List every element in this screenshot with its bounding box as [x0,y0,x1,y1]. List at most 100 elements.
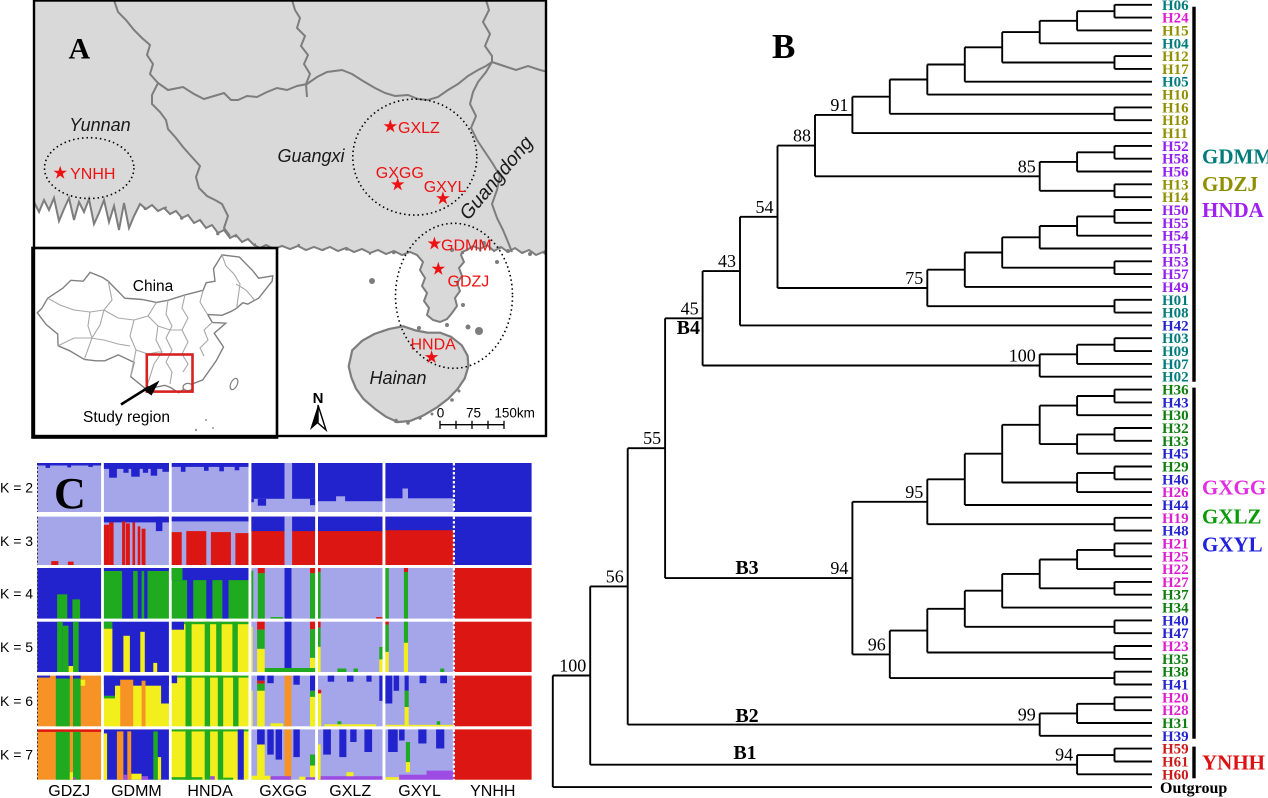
svg-text:H30: H30 [1162,408,1189,424]
svg-text:H10: H10 [1162,88,1189,104]
svg-text:Guangxi: Guangxi [277,146,345,166]
svg-text:GDZJ: GDZJ [48,783,90,798]
svg-text:H41: H41 [1162,678,1189,694]
svg-text:H25: H25 [1162,549,1189,565]
svg-text:H51: H51 [1162,242,1189,258]
svg-text:H39: H39 [1162,729,1189,745]
svg-text:H03: H03 [1162,331,1189,347]
svg-text:88: 88 [793,126,811,146]
svg-text:B2: B2 [735,705,758,727]
svg-text:H24: H24 [1162,11,1189,27]
svg-text:55: 55 [643,428,661,448]
svg-text:H14: H14 [1162,190,1189,206]
svg-text:Outgroup: Outgroup [1160,780,1227,797]
svg-text:B: B [772,27,795,66]
svg-text:H08: H08 [1162,306,1189,322]
svg-text:75: 75 [905,268,923,288]
svg-text:150km: 150km [494,406,535,421]
svg-text:H29: H29 [1162,460,1189,476]
svg-text:H50: H50 [1162,203,1189,219]
svg-text:0: 0 [437,406,445,421]
svg-text:K = 5: K = 5 [0,639,33,655]
svg-text:YNHH: YNHH [1202,751,1265,775]
svg-text:H56: H56 [1162,165,1189,181]
svg-text:H46: H46 [1162,472,1189,488]
svg-text:GXGG: GXGG [259,783,307,798]
svg-text:91: 91 [830,95,848,115]
svg-text:H45: H45 [1162,447,1189,463]
svg-text:H09: H09 [1162,344,1189,360]
svg-text:Yunnan: Yunnan [69,115,130,135]
svg-text:H31: H31 [1162,716,1189,732]
svg-text:H34: H34 [1162,601,1189,617]
svg-text:H38: H38 [1162,665,1189,681]
svg-text:99: 99 [1018,705,1036,725]
svg-text:H20: H20 [1162,690,1189,706]
svg-text:B4: B4 [677,317,700,339]
svg-text:HNDA: HNDA [1202,198,1265,222]
svg-text:H48: H48 [1162,524,1189,540]
svg-text:GDMM: GDMM [111,783,162,798]
svg-text:K = 6: K = 6 [0,693,33,709]
svg-text:H19: H19 [1162,511,1189,527]
svg-text:45: 45 [681,298,699,318]
svg-text:Study region: Study region [83,409,170,426]
svg-text:95: 95 [905,482,923,502]
svg-text:H35: H35 [1162,652,1189,668]
svg-text:K = 7: K = 7 [0,747,33,763]
svg-text:Hainan: Hainan [369,368,426,388]
svg-text:H01: H01 [1162,293,1189,309]
svg-text:H43: H43 [1162,395,1189,411]
svg-text:GDZJ: GDZJ [1202,172,1258,196]
svg-text:100: 100 [1009,346,1036,366]
svg-text:94: 94 [830,558,848,578]
svg-text:H27: H27 [1162,575,1189,591]
svg-text:54: 54 [756,197,774,217]
svg-text:H26: H26 [1162,485,1189,501]
svg-text:GXYL: GXYL [398,783,441,798]
svg-text:H07: H07 [1162,357,1189,373]
svg-text:N: N [313,390,324,407]
svg-text:43: 43 [718,251,736,271]
svg-text:H22: H22 [1162,562,1189,578]
svg-text:GXYL: GXYL [424,179,467,196]
svg-text:H49: H49 [1162,280,1189,296]
svg-text:H17: H17 [1162,62,1189,78]
svg-text:H57: H57 [1162,267,1189,283]
svg-text:GXLZ: GXLZ [329,783,371,798]
svg-text:A: A [69,33,91,66]
svg-text:GXYL: GXYL [1202,533,1263,557]
svg-text:85: 85 [1018,156,1036,176]
svg-text:GXGG: GXGG [376,165,424,182]
svg-text:HNDA: HNDA [411,337,457,354]
svg-text:H58: H58 [1162,152,1189,168]
svg-text:H33: H33 [1162,434,1189,450]
svg-text:GXGG: GXGG [1202,476,1266,500]
svg-text:56: 56 [606,566,624,586]
svg-text:96: 96 [868,634,886,654]
svg-text:China: China [133,278,174,295]
svg-text:H11: H11 [1162,126,1188,142]
svg-text:GXLZ: GXLZ [398,120,440,137]
svg-text:K = 3: K = 3 [0,533,33,549]
svg-text:GDZJ: GDZJ [448,274,490,291]
svg-text:94: 94 [1055,745,1073,765]
svg-text:K = 2: K = 2 [0,480,33,496]
svg-text:H28: H28 [1162,703,1189,719]
svg-text:H55: H55 [1162,216,1189,232]
svg-text:H61: H61 [1162,755,1189,771]
svg-text:H02: H02 [1162,370,1189,386]
svg-text:H37: H37 [1162,588,1189,604]
svg-text:100: 100 [559,656,586,676]
svg-text:H52: H52 [1162,139,1189,155]
svg-text:H16: H16 [1162,100,1189,116]
svg-text:H54: H54 [1162,229,1189,245]
svg-text:HNDA: HNDA [187,783,233,798]
svg-text:H42: H42 [1162,318,1189,334]
svg-text:H47: H47 [1162,626,1189,642]
svg-text:H32: H32 [1162,421,1189,437]
svg-text:H23: H23 [1162,639,1189,655]
svg-text:GDMM: GDMM [441,238,492,255]
svg-text:C: C [54,469,86,518]
svg-text:B1: B1 [733,742,756,764]
